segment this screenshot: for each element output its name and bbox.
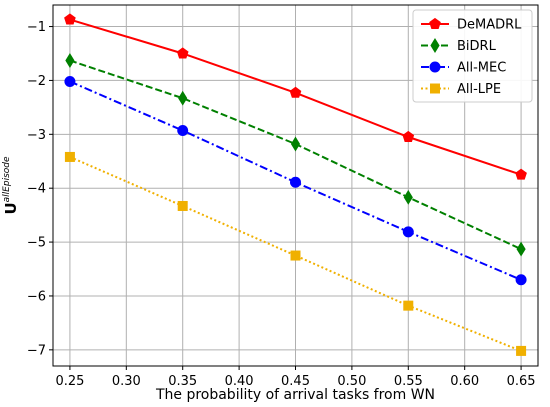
axes: 0.25 0.30 0.35 0.40 0.45 0.50 0.55 0.60 0.65 −7 −6… [27, 20, 536, 389]
x-tick-label: 0.35 [168, 374, 197, 389]
legend-label: DeMADRL [457, 18, 522, 33]
x-tick-label: 0.25 [55, 374, 84, 389]
series-layer [64, 13, 527, 356]
data-point [515, 274, 527, 286]
y-tick-label: −3 [27, 128, 46, 143]
y-axis-label-sup: allEpisode [2, 156, 12, 202]
y-tick-label: −4 [27, 182, 46, 197]
data-point [402, 226, 414, 238]
x-axis-label: The probability of arrival tasks from WN [155, 387, 435, 403]
legend-marker [429, 61, 441, 73]
data-point [64, 76, 76, 88]
data-point [289, 86, 302, 98]
data-point [64, 151, 75, 162]
y-tick-label: −1 [27, 20, 46, 35]
series-line [69, 156, 522, 352]
data-point [177, 200, 188, 211]
data-point [176, 47, 189, 59]
x-tick-label: 0.30 [112, 374, 141, 389]
x-tick-label: 0.55 [394, 374, 423, 389]
legend-item: DeMADRL [421, 18, 522, 33]
data-point [402, 130, 415, 142]
series-demadrl [64, 13, 527, 180]
series-all-lpe [64, 151, 527, 356]
legend: DeMADRL BiDRL All-MEC All-LPE [412, 9, 533, 103]
data-point [403, 189, 413, 205]
data-point [403, 300, 414, 311]
legend-item: All-MEC [421, 61, 506, 76]
x-tick-label: 0.40 [225, 374, 254, 389]
y-tick-label: −6 [27, 289, 46, 304]
data-point [290, 250, 301, 261]
data-point [177, 125, 189, 137]
legend-label: All-LPE [457, 82, 501, 97]
legend-label: BiDRL [457, 39, 497, 54]
x-tick-label: 0.45 [281, 374, 310, 389]
legend-label: All-MEC [457, 61, 506, 76]
series-bidrl [65, 53, 526, 257]
legend-marker [430, 38, 440, 53]
y-tick-label: −7 [27, 343, 46, 358]
data-point [65, 53, 75, 68]
data-point [515, 168, 527, 180]
legend-box [412, 9, 533, 103]
y-tick-label: −2 [27, 74, 46, 89]
x-tick-label: 0.60 [450, 374, 479, 389]
y-axis-label-main: U [2, 202, 20, 214]
x-tick-label: 0.50 [337, 374, 366, 389]
y-axis-label: UallEpisode [2, 156, 20, 215]
legend-marker [429, 17, 441, 29]
y-tick-label: −5 [27, 236, 46, 251]
data-point [178, 90, 188, 106]
legend-marker [430, 83, 440, 94]
data-point [290, 176, 301, 188]
data-point [64, 13, 76, 25]
legend-item: All-LPE [421, 82, 501, 97]
data-point [516, 241, 526, 257]
data-point [290, 136, 301, 152]
data-point [516, 345, 527, 356]
x-tick-label: 0.65 [507, 374, 536, 389]
series-all-mec [64, 76, 527, 286]
legend-item: BiDRL [421, 38, 497, 54]
